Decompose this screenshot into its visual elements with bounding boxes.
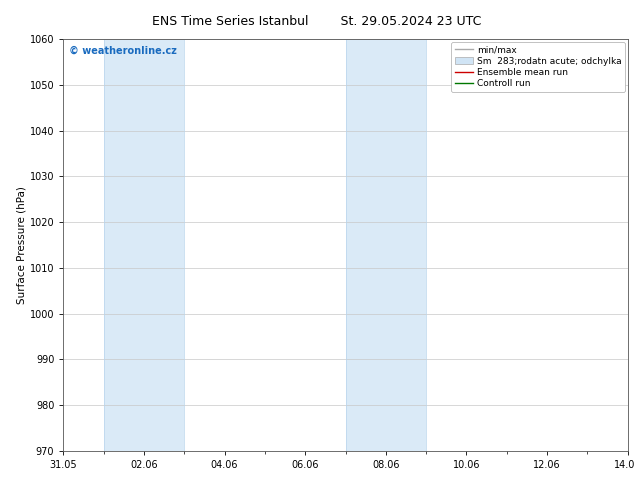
Bar [104, 39, 184, 451]
Bar [346, 39, 426, 451]
Text: © weatheronline.cz: © weatheronline.cz [69, 46, 177, 55]
Text: ENS Time Series Istanbul        St. 29.05.2024 23 UTC: ENS Time Series Istanbul St. 29.05.2024 … [152, 15, 482, 28]
Y-axis label: Surface Pressure (hPa): Surface Pressure (hPa) [17, 186, 27, 304]
Legend: min/max, Sm  283;rodatn acute; odchylka, Ensemble mean run, Controll run: min/max, Sm 283;rodatn acute; odchylka, … [451, 42, 625, 92]
